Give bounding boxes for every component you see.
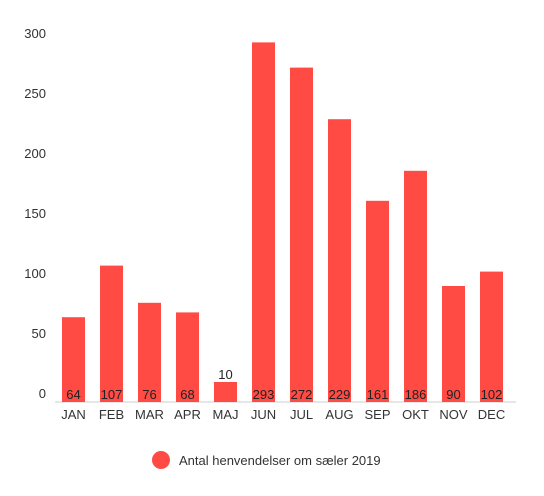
x-tick-label: OKT: [402, 407, 429, 422]
y-axis: 0 50 100 150 200 250 300: [24, 26, 46, 401]
legend-swatch: [152, 451, 170, 469]
bar: [100, 265, 123, 402]
data-label: 10: [218, 367, 232, 382]
y-tick-label: 150: [24, 206, 46, 221]
x-tick-label: JUN: [251, 407, 276, 422]
x-tick-label: APR: [174, 407, 201, 422]
data-label: 68: [180, 387, 194, 402]
x-tick-label: MAR: [135, 407, 164, 422]
bar: [290, 67, 313, 402]
data-label: 161: [367, 387, 389, 402]
data-label: 76: [142, 387, 156, 402]
x-tick-label: AUG: [325, 407, 353, 422]
data-label: 90: [446, 387, 460, 402]
bar: [404, 170, 427, 402]
bar: [252, 42, 275, 403]
x-tick-label: NOV: [439, 407, 468, 422]
bar: [328, 119, 351, 402]
legend: Antal henvendelser om sæler 2019: [152, 450, 381, 470]
data-label: 293: [253, 387, 275, 402]
x-tick-label: MAJ: [213, 407, 239, 422]
bar-chart: 0 50 100 150 200 250 300 64 107 76 68 10 293 272 229 1…: [24, 26, 516, 422]
bars: 64 107 76 68 10 293 272 229 161 186 90 102: [62, 42, 503, 403]
x-tick-label: FEB: [99, 407, 124, 422]
x-tick-label: JAN: [61, 407, 86, 422]
bar: [480, 271, 503, 402]
y-tick-label: 250: [24, 86, 46, 101]
x-tick-label: JUL: [290, 407, 313, 422]
y-tick-label: 200: [24, 146, 46, 161]
y-tick-label: 50: [32, 326, 46, 341]
bar: [176, 312, 199, 402]
bar: [62, 317, 85, 402]
bar: [366, 200, 389, 402]
y-tick-label: 100: [24, 266, 46, 281]
y-tick-label: 0: [39, 386, 46, 401]
data-label: 186: [405, 387, 427, 402]
bar: [442, 286, 465, 402]
x-tick-label: SEP: [364, 407, 390, 422]
x-tick-label: DEC: [478, 407, 505, 422]
legend-label: Antal henvendelser om sæler 2019: [179, 452, 381, 468]
data-label: 272: [291, 387, 313, 402]
data-label: 102: [481, 387, 503, 402]
data-label: 107: [101, 387, 123, 402]
bar: [214, 382, 237, 402]
x-axis: JAN FEB MAR APR MAJ JUN JUL AUG SEP OKT NOV DEC: [61, 407, 505, 422]
data-label: 64: [66, 387, 80, 402]
bar: [138, 302, 161, 402]
y-tick-label: 300: [24, 26, 46, 41]
data-label: 229: [329, 387, 351, 402]
